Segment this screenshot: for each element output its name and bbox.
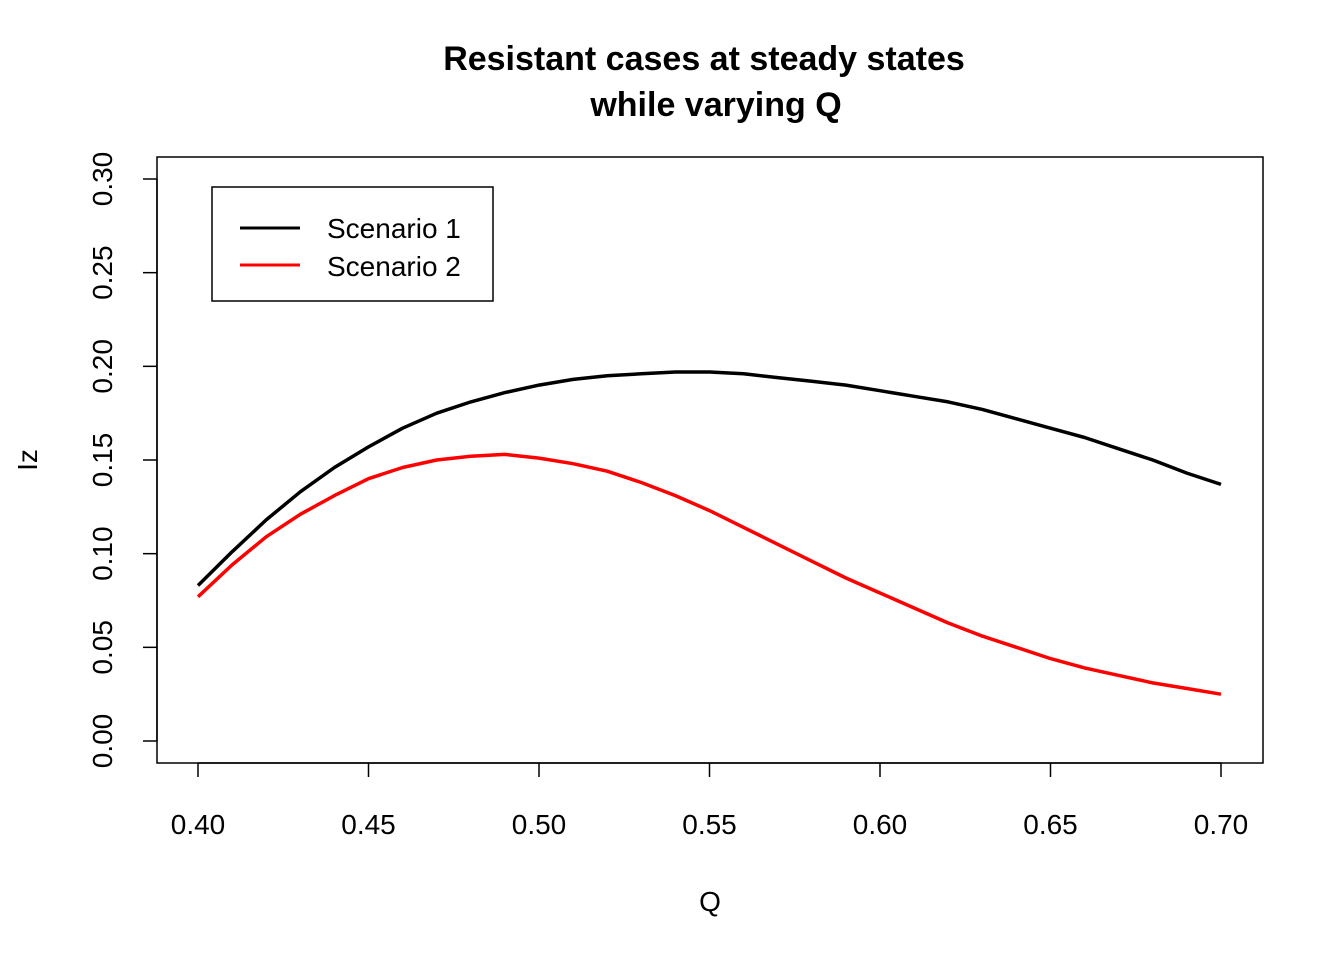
chart-title-line2: while varying Q [589, 86, 841, 124]
legend: Scenario 1 Scenario 2 [211, 186, 494, 302]
series-layer [196, 370, 1222, 696]
legend-label-scenario-2: Scenario 2 [327, 251, 461, 282]
x-tick-label: 0.50 [512, 809, 567, 840]
y-tick-label: 0.25 [87, 245, 118, 300]
x-axis-label: Q [699, 886, 721, 917]
x-tick-label: 0.55 [682, 809, 737, 840]
y-axis-label: Iz [12, 449, 43, 471]
legend-box [211, 186, 494, 302]
x-tick-label: 0.45 [341, 809, 396, 840]
x-tick-label: 0.65 [1023, 809, 1078, 840]
chart-title-line1: Resistant cases at steady states [443, 40, 965, 78]
y-tick-label: 0.05 [87, 620, 118, 675]
y-tick-label: 0.00 [87, 714, 118, 769]
legend-label-scenario-1: Scenario 1 [327, 213, 461, 244]
series-line-scenario-2 [196, 452, 1222, 696]
x-axis: 0.40 0.45 0.50 0.55 0.60 0.65 0.70 [171, 762, 1249, 840]
x-tick-label: 0.40 [171, 809, 226, 840]
y-axis: 0.00 0.05 0.10 0.15 0.20 0.25 0.30 [87, 152, 158, 769]
y-tick-label: 0.15 [87, 433, 118, 488]
series-line-scenario-1 [196, 370, 1222, 587]
x-tick-label: 0.70 [1194, 809, 1249, 840]
x-tick-label: 0.60 [853, 809, 908, 840]
y-tick-label: 0.30 [87, 152, 118, 207]
y-tick-label: 0.20 [87, 339, 118, 394]
y-tick-label: 0.10 [87, 526, 118, 581]
